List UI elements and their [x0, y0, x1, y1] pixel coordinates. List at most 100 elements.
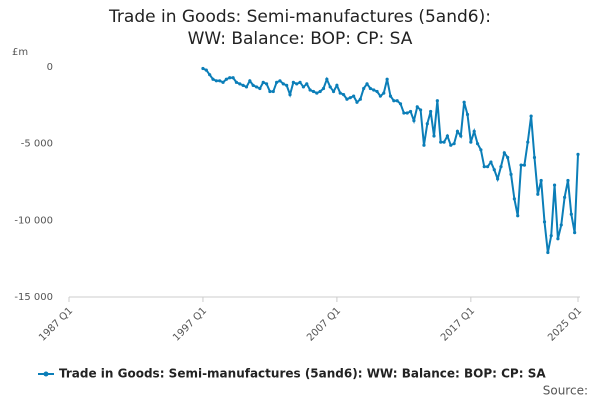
data-point: [278, 79, 282, 83]
data-point: [435, 99, 439, 103]
data-point: [559, 223, 563, 227]
data-point: [325, 77, 329, 81]
data-point: [439, 140, 443, 144]
data-point: [254, 85, 259, 89]
data-point: [301, 85, 306, 89]
data-point: [345, 97, 349, 101]
data-point: [519, 163, 523, 167]
x-tick-label: 2017 Q1: [439, 305, 477, 343]
data-point: [234, 80, 239, 84]
data-point: [251, 83, 255, 87]
chart-title: Trade in Goods: Semi-manufactures (5and6…: [109, 7, 491, 49]
data-point: [318, 89, 322, 94]
data-point: [201, 66, 205, 71]
data-point: [455, 129, 460, 133]
y-tick-label: -10 000: [14, 215, 53, 226]
data-point: [539, 178, 543, 183]
data-point: [499, 165, 503, 169]
data-point: [375, 89, 379, 94]
data-point: [321, 86, 326, 91]
data-point: [271, 89, 275, 94]
data-point: [432, 134, 436, 138]
data-point: [412, 119, 416, 123]
data-point: [328, 85, 332, 89]
data-point: [214, 79, 218, 83]
data-point: [516, 214, 520, 218]
legend-label: Trade in Goods: Semi-manufactures (5and6…: [59, 367, 546, 381]
data-point: [341, 93, 346, 97]
data-point: [211, 77, 215, 81]
data-point: [204, 68, 208, 72]
data-point: [311, 89, 316, 94]
data-point: [445, 134, 450, 138]
data-point: [419, 108, 423, 112]
source: Source:: [543, 384, 588, 398]
data-point: [362, 86, 366, 91]
data-point: [479, 148, 483, 152]
data-point: [308, 88, 312, 92]
data-point: [506, 155, 510, 160]
data-point: [392, 99, 396, 103]
data-point: [532, 155, 537, 160]
data-point: [569, 212, 573, 216]
data-point: [281, 82, 285, 86]
data-point: [378, 94, 383, 98]
data-point: [529, 114, 533, 118]
data-point: [298, 80, 302, 84]
data-point: [388, 94, 393, 98]
data-point: [291, 80, 295, 84]
data-point: [382, 91, 386, 95]
data-point: [475, 142, 480, 146]
data-point: [241, 83, 245, 87]
data-point: [305, 82, 309, 86]
data-point: [315, 91, 319, 95]
data-point: [542, 220, 547, 224]
data-point: [365, 82, 369, 86]
data-point: [469, 140, 473, 144]
data-point: [496, 177, 500, 181]
data-point: [556, 237, 560, 241]
data-point: [372, 88, 376, 92]
data-point: [415, 105, 419, 109]
data-point: [425, 122, 429, 126]
data-point: [228, 76, 232, 80]
y-tick-label: -5 000: [21, 139, 53, 150]
data-point: [526, 140, 530, 144]
data-point: [368, 86, 372, 91]
data-point: [452, 142, 456, 146]
data-point: [244, 85, 249, 89]
data-point: [502, 151, 506, 155]
data-point: [472, 129, 476, 133]
data-point: [331, 89, 336, 94]
y-tick-label: -15 000: [14, 292, 53, 303]
data-point: [552, 183, 557, 187]
data-point: [408, 109, 413, 114]
data-point: [285, 83, 289, 87]
data-point: [549, 234, 553, 238]
data-point: [385, 77, 389, 81]
data-point: [576, 152, 580, 156]
data-point: [218, 79, 222, 83]
data-point: [566, 178, 570, 183]
data-point: [335, 83, 339, 87]
data-point: [442, 140, 446, 144]
data-point: [546, 250, 550, 255]
data-point: [258, 86, 262, 91]
data-point: [395, 99, 399, 103]
data-point: [402, 111, 406, 115]
data-point: [224, 77, 228, 81]
data-point: [348, 96, 352, 100]
data-point: [563, 195, 567, 199]
data-point: [573, 231, 577, 235]
x-tick-label: 1997 Q1: [171, 305, 209, 343]
data-point: [275, 80, 279, 84]
data-point: [482, 165, 486, 169]
x-tick-label: 2007 Q1: [305, 305, 343, 343]
data-point: [536, 192, 540, 196]
data-point: [358, 97, 362, 101]
data-point: [208, 73, 212, 77]
data-point: [352, 94, 356, 98]
x-tick-label: 2025 Q1: [546, 305, 584, 343]
legend-marker: [43, 371, 49, 377]
